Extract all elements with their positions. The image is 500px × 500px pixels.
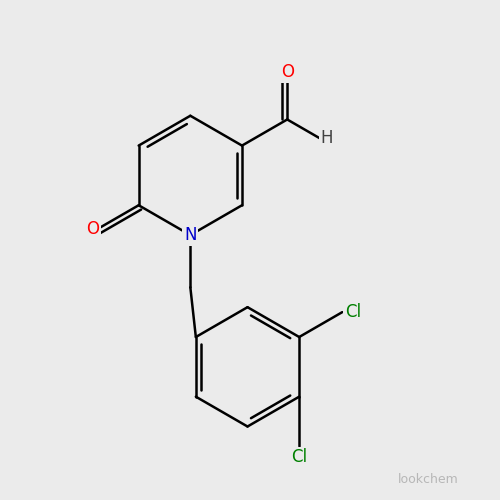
Text: H: H (320, 129, 333, 147)
Text: lookchem: lookchem (398, 473, 459, 486)
Text: Cl: Cl (345, 303, 361, 321)
Text: N: N (184, 226, 196, 244)
Text: O: O (86, 220, 100, 238)
Text: Cl: Cl (291, 448, 307, 466)
Text: O: O (280, 63, 293, 81)
